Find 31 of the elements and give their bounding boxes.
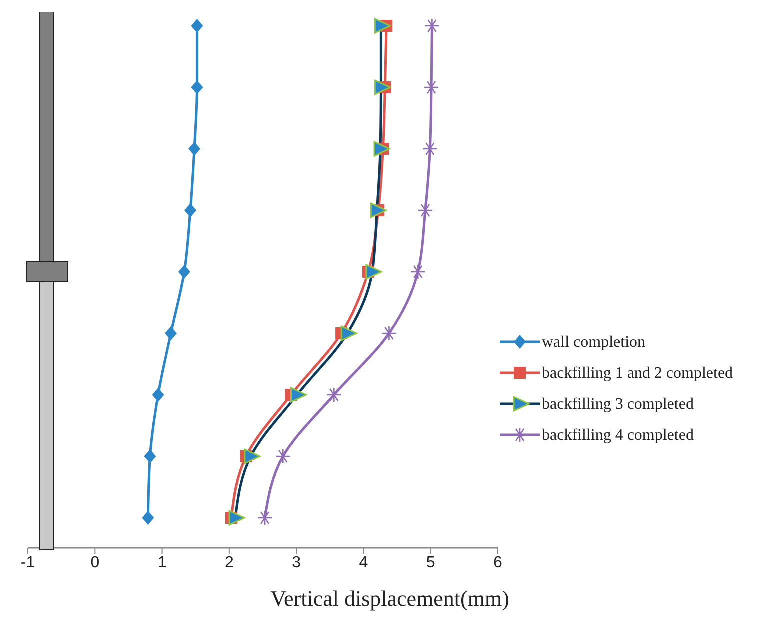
- point: [418, 202, 434, 218]
- point: [326, 387, 342, 403]
- x-tick-label: 4: [359, 554, 368, 572]
- x-tick-label: 0: [90, 554, 100, 572]
- point: [382, 326, 397, 342]
- legend-label: backfilling 1 and 2 completed: [542, 364, 734, 383]
- legend-label: backfilling 3 completed: [542, 395, 695, 414]
- legend-label: wall completion: [542, 333, 647, 352]
- point: [191, 80, 204, 94]
- x-tick-label: -1: [20, 554, 36, 572]
- point: [165, 326, 178, 340]
- point: [410, 264, 426, 280]
- point: [178, 265, 190, 279]
- x-axis-title: Vertical displacement(mm): [270, 586, 510, 611]
- legend-label: backfilling 4 completed: [542, 426, 695, 445]
- x-tick-label: 2: [224, 554, 234, 572]
- point: [424, 18, 440, 34]
- point: [144, 450, 156, 464]
- point: [188, 142, 201, 156]
- point: [142, 511, 154, 525]
- point: [191, 19, 204, 33]
- point: [257, 510, 273, 526]
- point: [275, 448, 291, 464]
- point: [184, 204, 196, 218]
- x-tick-label: 1: [158, 554, 167, 572]
- point: [152, 388, 164, 402]
- x-tick-label: 5: [426, 554, 436, 572]
- x-tick-label: 6: [494, 554, 503, 572]
- point: [424, 80, 440, 96]
- x-tick-label: 3: [292, 554, 302, 572]
- point: [422, 141, 438, 157]
